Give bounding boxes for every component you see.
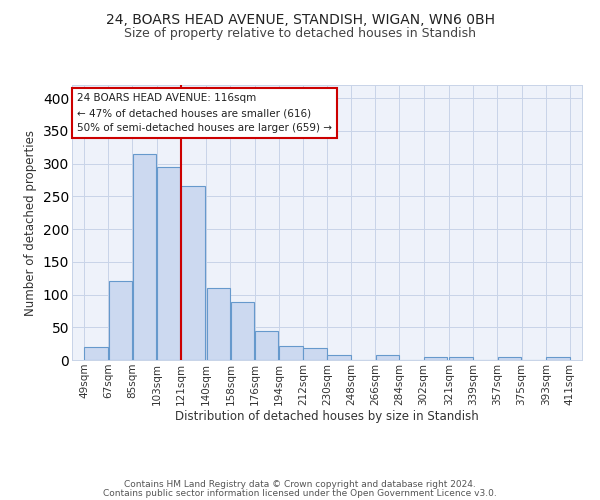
Bar — [181, 186, 205, 360]
Bar — [206, 288, 230, 360]
Text: Contains public sector information licensed under the Open Government Licence v3: Contains public sector information licen… — [103, 488, 497, 498]
Bar — [376, 356, 399, 360]
Text: Size of property relative to detached houses in Standish: Size of property relative to detached ho… — [124, 28, 476, 40]
Bar — [279, 346, 302, 360]
Bar — [424, 356, 448, 360]
Bar — [231, 302, 254, 360]
Bar — [109, 282, 132, 360]
X-axis label: Distribution of detached houses by size in Standish: Distribution of detached houses by size … — [175, 410, 479, 424]
Text: 24, BOARS HEAD AVENUE, STANDISH, WIGAN, WN6 0BH: 24, BOARS HEAD AVENUE, STANDISH, WIGAN, … — [106, 12, 494, 26]
Bar — [133, 154, 156, 360]
Bar — [449, 356, 473, 360]
Bar — [85, 347, 108, 360]
Text: 24 BOARS HEAD AVENUE: 116sqm
← 47% of detached houses are smaller (616)
50% of s: 24 BOARS HEAD AVENUE: 116sqm ← 47% of de… — [77, 93, 332, 133]
Bar — [546, 356, 569, 360]
Y-axis label: Number of detached properties: Number of detached properties — [24, 130, 37, 316]
Text: Contains HM Land Registry data © Crown copyright and database right 2024.: Contains HM Land Registry data © Crown c… — [124, 480, 476, 489]
Bar — [255, 330, 278, 360]
Bar — [328, 355, 351, 360]
Bar — [157, 167, 181, 360]
Bar — [498, 356, 521, 360]
Bar — [303, 348, 326, 360]
